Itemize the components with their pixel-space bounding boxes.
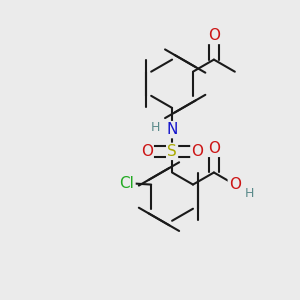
- Text: Cl: Cl: [120, 176, 134, 190]
- Text: H: H: [151, 121, 160, 134]
- Text: N: N: [167, 122, 178, 137]
- Text: S: S: [167, 144, 177, 159]
- Text: O: O: [229, 177, 241, 192]
- Text: O: O: [141, 144, 153, 159]
- Text: H: H: [245, 187, 254, 200]
- Text: O: O: [191, 144, 203, 159]
- Text: O: O: [208, 141, 220, 156]
- Text: O: O: [208, 28, 220, 43]
